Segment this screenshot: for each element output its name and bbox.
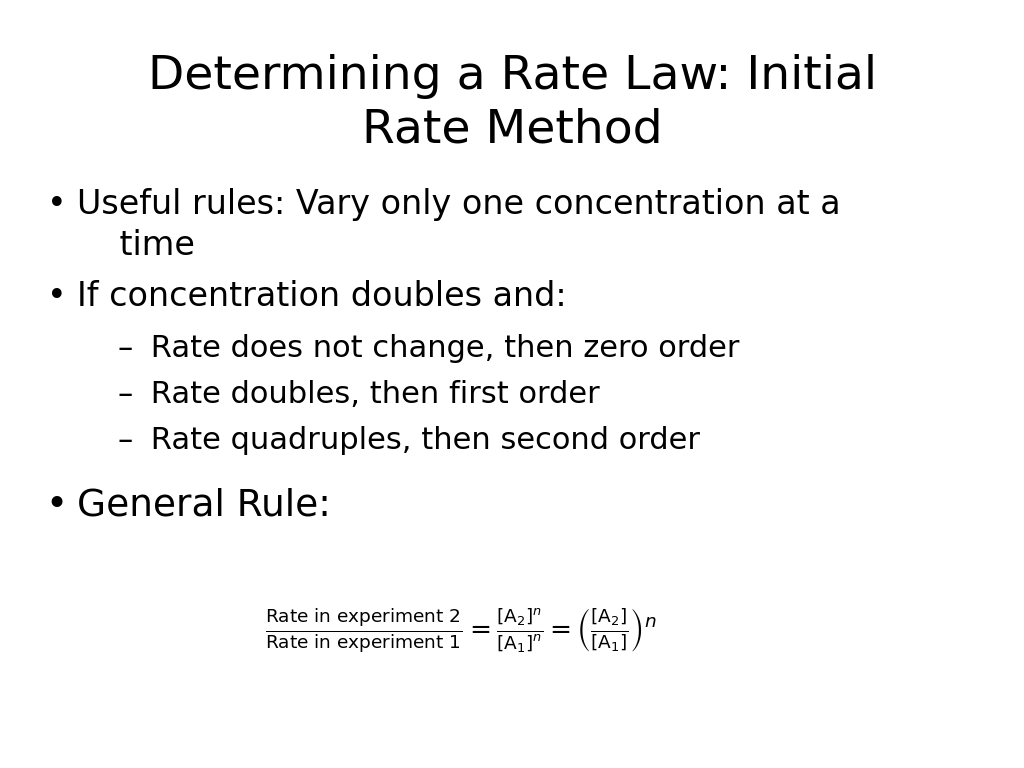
Text: Useful rules: Vary only one concentration at a
    time: Useful rules: Vary only one concentratio… [77, 188, 841, 262]
Text: –: – [118, 334, 133, 363]
Text: Rate does not change, then zero order: Rate does not change, then zero order [141, 334, 739, 363]
Text: •: • [46, 188, 67, 221]
Text: If concentration doubles and:: If concentration doubles and: [77, 280, 566, 313]
Text: Rate quadruples, then second order: Rate quadruples, then second order [141, 426, 700, 455]
Text: –: – [118, 380, 133, 409]
Text: •: • [46, 280, 67, 313]
Text: Determining a Rate Law: Initial
Rate Method: Determining a Rate Law: Initial Rate Met… [147, 54, 877, 153]
Text: General Rule:: General Rule: [77, 488, 331, 524]
Text: –: – [118, 426, 133, 455]
Text: •: • [45, 488, 68, 524]
Text: Rate doubles, then first order: Rate doubles, then first order [141, 380, 600, 409]
Text: $\frac{\mathrm{Rate\ in\ experiment\ 2}}{\mathrm{Rate\ in\ experiment\ 1}}= \fra: $\frac{\mathrm{Rate\ in\ experiment\ 2}}… [265, 607, 656, 655]
